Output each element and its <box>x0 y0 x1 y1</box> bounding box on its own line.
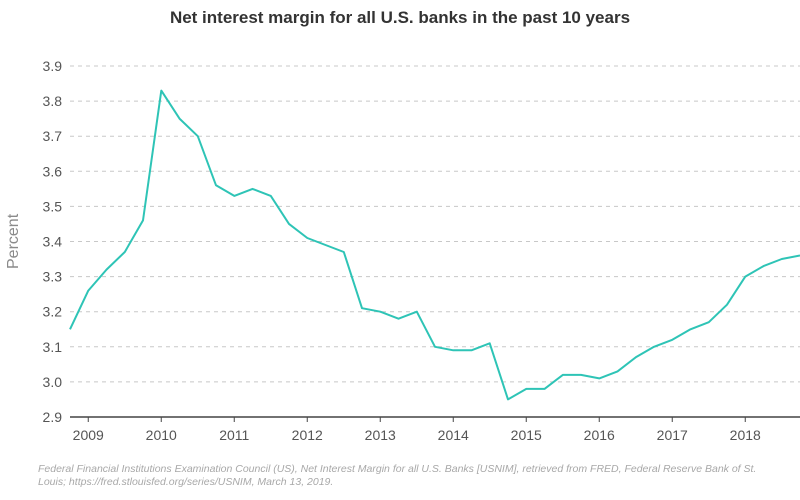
x-tick-label: 2018 <box>730 427 761 443</box>
gridlines <box>70 65 800 383</box>
x-tick-label: 2013 <box>365 427 396 443</box>
source-note: Federal Financial Institutions Examinati… <box>38 463 757 488</box>
y-tick-label: 3.3 <box>43 269 63 285</box>
y-tick-label: 3.7 <box>43 128 63 144</box>
chart-title: Net interest margin for all U.S. banks i… <box>169 8 631 27</box>
y-tick-label: 3.9 <box>43 58 63 74</box>
y-tick-label: 3.2 <box>43 304 63 320</box>
y-tick-label: 3.1 <box>43 339 63 355</box>
x-tick-labels: 2009 2010 2011 2012 2013 2014 2015 2016 2017 2018 <box>73 427 761 443</box>
x-tick-label: 2016 <box>584 427 615 443</box>
y-tick-label: 3.4 <box>43 234 63 250</box>
x-tick-label: 2015 <box>511 427 542 443</box>
y-tick-label: 2.9 <box>43 409 63 425</box>
y-tick-label: 3.6 <box>43 163 63 179</box>
x-tick-label: 2012 <box>292 427 323 443</box>
x-tick-label: 2010 <box>146 427 177 443</box>
series-line <box>69 89 800 401</box>
axes <box>70 416 800 422</box>
y-tick-label: 3.5 <box>43 198 63 214</box>
y-tick-labels: 3.9 3.8 3.7 3.6 3.5 3.4 3.3 3.2 3.1 3.0 2.9 <box>43 58 63 425</box>
x-tick-label: 2014 <box>438 427 469 443</box>
x-tick-label: 2011 <box>219 427 249 443</box>
y-tick-label: 3.0 <box>43 374 63 390</box>
y-tick-label: 3.8 <box>43 93 63 109</box>
x-tick-label: 2009 <box>73 427 104 443</box>
series-line-group <box>69 89 800 401</box>
x-tick-label: 2017 <box>657 427 688 443</box>
line-chart: 3.93.83.73.63.53.43.33.23.13.02.9 2009 20… <box>43 58 800 443</box>
